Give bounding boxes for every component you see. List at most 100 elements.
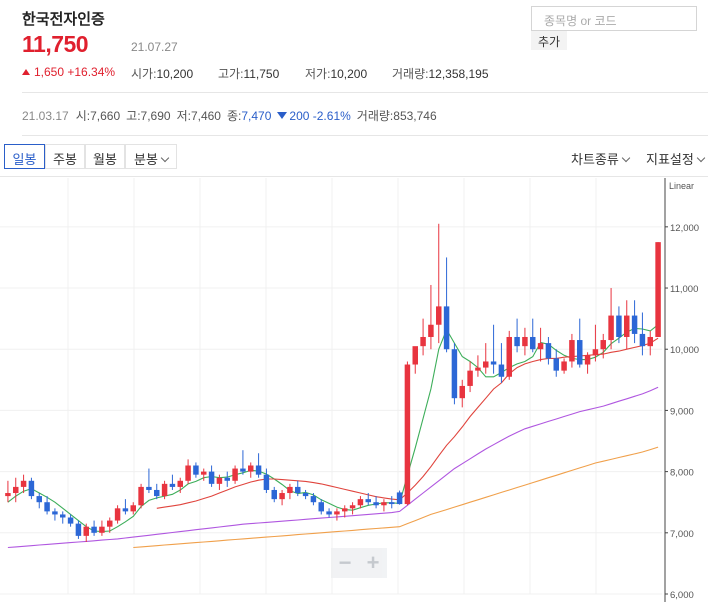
volume-label: 거래량 (392, 67, 426, 81)
candlestick-chart[interactable]: Linear 6,000 7,000 8,000 9,000 10,000 11,000 12… (0, 178, 708, 602)
stock-header: 한국전자인증 11,750 21.07.27 1,650 +16.34% 시가:… (0, 0, 708, 92)
candle-body (639, 333, 646, 347)
candle-body (295, 486, 301, 494)
candle-body (530, 336, 536, 350)
y-tick-label: 11,000 (670, 284, 698, 295)
candle-body (279, 493, 285, 500)
add-button[interactable]: 추가 (531, 31, 568, 50)
candle-body (224, 477, 230, 481)
indicator-settings-menu[interactable]: 지표설정 (646, 149, 706, 168)
candle-body (647, 336, 653, 347)
zoom-in-button[interactable]: + (366, 550, 380, 575)
hover-volume-value: 853,746 (393, 109, 437, 123)
candle-body (91, 526, 97, 533)
y-tick-label: 10,000 (670, 345, 699, 356)
current-price: 11,750 (22, 31, 89, 57)
candle-body (114, 508, 121, 521)
candle-body (428, 324, 434, 337)
tab-minute[interactable]: 분봉 (125, 144, 177, 169)
hover-low: 저:7,460 (176, 109, 221, 123)
divider (22, 92, 708, 93)
hover-open: 시:7,660 (75, 109, 121, 123)
chart-type-menu[interactable]: 차트종류 (571, 149, 631, 168)
candle-body (342, 508, 348, 512)
high-value: 11,750 (243, 67, 280, 81)
chevron-down-icon (696, 153, 706, 163)
candle-body (584, 355, 591, 365)
candle-body (475, 367, 481, 371)
scale-label: Linear (669, 181, 694, 191)
tab-monthly[interactable]: 월봉 (85, 144, 125, 169)
candle-body (577, 340, 583, 365)
candle-body (537, 343, 544, 350)
divider (22, 135, 708, 136)
candle-body (75, 523, 82, 536)
y-tick-label: 8,000 (670, 468, 694, 479)
hover-change-text: 200 -2.61% (289, 109, 351, 123)
hover-change: 200 -2.61% (277, 109, 351, 123)
candle-body (99, 526, 105, 533)
moving-average-120-line (133, 446, 659, 549)
candles (5, 223, 661, 542)
down-triangle-icon (277, 112, 288, 119)
candle-body (443, 306, 450, 350)
candle-body (5, 493, 11, 497)
hover-high-value: 7,690 (140, 109, 171, 123)
open-stat: 시가:10,200 (131, 67, 194, 81)
tab-daily[interactable]: 일봉 (4, 144, 45, 169)
candle-body (318, 502, 324, 512)
candle-body (60, 514, 66, 518)
open-label: 시가 (131, 67, 154, 81)
hover-ohlc-row: 21.03.17 시:7,660 고:7,690 저:7,460 종:7,470 200 … (22, 107, 443, 124)
candle-body (310, 496, 317, 503)
moving-average-60-line (7, 386, 659, 549)
candle-body (201, 471, 207, 475)
candle-body (592, 349, 599, 356)
price-change: 1,650 +16.34% (22, 65, 115, 79)
hover-high: 고:7,690 (126, 109, 171, 123)
candle-body (122, 508, 129, 512)
candle-body (561, 361, 567, 371)
search-input[interactable]: 종목명 or 코드 (531, 6, 697, 31)
hover-date: 21.03.17 (22, 109, 69, 123)
zoom-out-button[interactable]: − (338, 550, 352, 575)
candle-body (177, 480, 183, 487)
chart-toolbar: 일봉 주봉 월봉 분봉 차트종류 지표설정 (0, 144, 708, 172)
chart-type-label: 차트종류 (571, 152, 619, 167)
candle-body (208, 471, 215, 484)
hover-low-value: 7,460 (190, 109, 221, 123)
open-value: 10,200 (156, 67, 194, 81)
price-axis: Linear 6,000 7,000 8,000 9,000 10,000 11,000 12… (664, 178, 699, 602)
stock-name[interactable]: 한국전자인증 (22, 11, 105, 28)
zoom-controls: − + (331, 548, 387, 578)
candle-body (389, 502, 395, 505)
high-stat: 고가:11,750 (218, 67, 280, 81)
y-tick-label: 9,000 (670, 406, 694, 417)
candle-body (263, 474, 270, 490)
indicator-settings-label: 지표설정 (646, 152, 694, 167)
moving-average-lines (7, 324, 659, 549)
candle-body (161, 483, 168, 497)
candle-body (240, 468, 246, 472)
candle-body (169, 483, 176, 487)
candle-body (373, 502, 379, 506)
candle-body (467, 370, 473, 386)
tab-weekly[interactable]: 주봉 (45, 144, 85, 169)
candle-body (20, 480, 27, 487)
candle-body (451, 349, 458, 399)
candle-body (154, 489, 160, 497)
candle-body (514, 336, 520, 347)
hover-close-value: 7,470 (241, 109, 272, 123)
hover-low-label: 저 (176, 109, 188, 123)
candle-body (490, 361, 497, 365)
candle-body (28, 480, 35, 497)
candle-body (216, 477, 223, 484)
chart-grid (0, 178, 662, 595)
candle-body (404, 364, 411, 505)
hover-volume: 거래량:853,746 (356, 109, 437, 123)
candle-body (522, 336, 528, 347)
candle-body (271, 489, 277, 500)
candle-body (365, 499, 371, 503)
candle-body (334, 511, 340, 515)
candle-body (608, 315, 614, 341)
